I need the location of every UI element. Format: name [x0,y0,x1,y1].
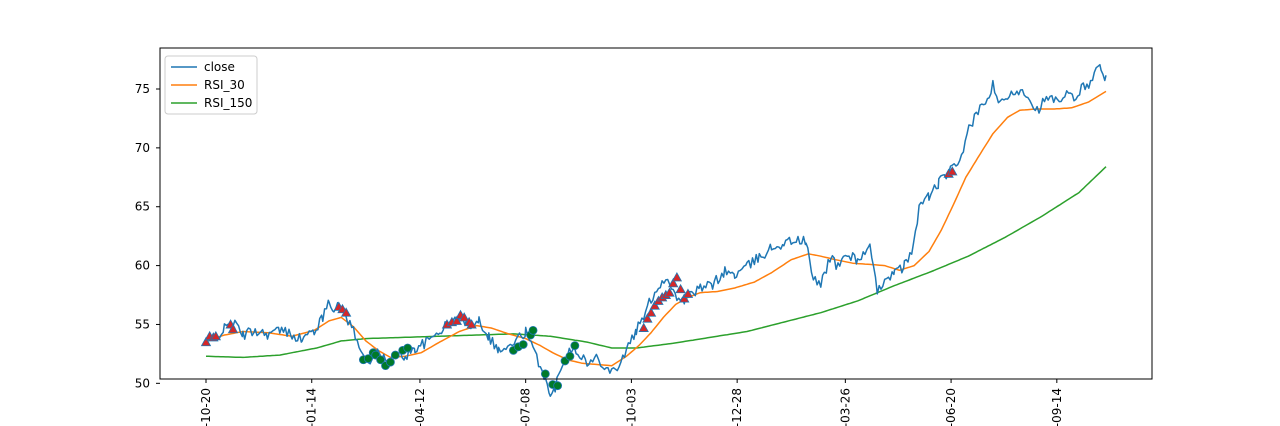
marker-buy-8 [340,307,352,317]
marker-buy-25 [671,272,683,282]
plot-frame [159,47,1153,380]
marker-layer [200,166,958,391]
y-tick-label: 55 [135,317,150,331]
marker-buy-16 [638,322,649,332]
y-tick-label: 70 [135,141,150,155]
marker-sell-19 [565,351,575,361]
y-axis: 50 55 60 65 70 75 [135,82,160,390]
x-tick-label: -10-20 [199,388,213,426]
marker-buy-18 [645,307,657,317]
legend-label-close: close [204,60,235,74]
marker-sell-17 [553,381,563,391]
y-tick-label: 50 [135,376,150,390]
marker-buy-30 [947,166,958,176]
x-tick-label: -10-03 [624,388,638,426]
marker-buy-3 [210,330,222,341]
legend-box [164,55,258,115]
plot-background [160,48,1152,379]
marker-buy-13 [459,312,470,322]
x-tick-label: -06-20 [944,388,958,426]
marker-buy-19 [649,300,660,310]
x-tick-label: -01-14 [305,388,319,426]
marker-sell-6 [386,357,395,367]
legend-label-rsi-30: RSI_30 [204,78,245,92]
legend-label-rsi-150: RSI_150 [204,96,252,110]
marker-buy-0 [200,336,212,347]
marker-sell-14 [528,325,538,335]
marker-sell-4 [376,355,385,365]
x-tick-label: -09-14 [1050,388,1064,426]
marker-buy-26 [675,283,686,294]
legend: close RSI_30 RSI_150 [164,55,258,115]
marker-buy-23 [664,287,675,297]
marker-buy-5 [227,323,239,334]
marker-buy-17 [642,313,653,323]
marker-buy-11 [451,315,462,325]
x-axis: -10-20 -01-14 -04-12 -07-08 -10-03 -12-28 -03-… [199,379,1064,426]
marker-sell-15 [540,369,550,379]
x-tick-label: -07-08 [519,388,533,426]
y-tick-label: 75 [135,82,150,96]
marker-buy-28 [682,288,694,298]
marker-buy-24 [668,277,679,288]
y-tick-label: 60 [135,259,150,273]
marker-sell-9 [403,343,413,353]
marker-sell-1 [363,354,373,363]
marker-sell-7 [390,350,400,360]
x-tick-label: -03-26 [838,388,852,426]
marker-buy-27 [679,293,690,303]
marker-sell-20 [570,341,580,351]
marker-sell-12 [518,340,528,349]
y-tick-label: 65 [135,200,150,214]
marker-buy-15 [466,319,477,329]
x-tick-label: -04-12 [413,388,427,426]
x-tick-label: -12-28 [730,388,744,426]
